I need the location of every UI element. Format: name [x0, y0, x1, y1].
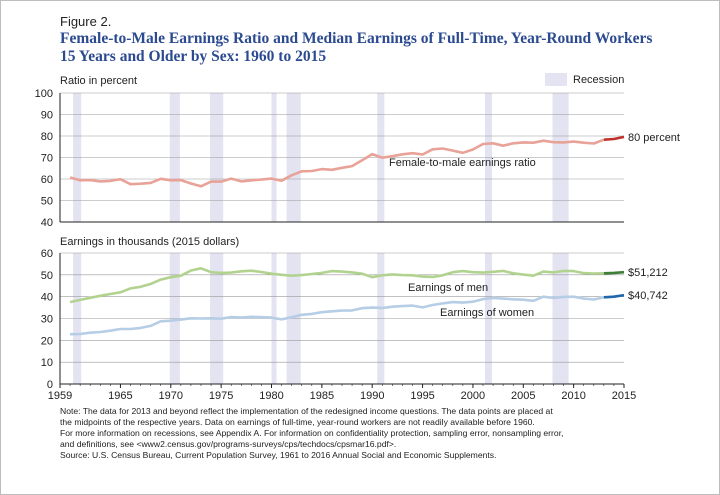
series-line-redesign	[603, 270, 625, 275]
note-source: Source: U.S. Census Bureau, Current Popu…	[60, 450, 497, 460]
x-tick-label: 1975	[209, 390, 233, 402]
x-tick-label: 2005	[511, 390, 535, 402]
x-tick-label: 2010	[561, 390, 585, 402]
y-tick-label: 40	[41, 292, 53, 304]
x-tick-label: 1995	[410, 390, 434, 402]
y-tick-label: 90	[41, 110, 53, 122]
legend-swatch	[545, 73, 567, 86]
notes: Note: The data for 2013 and beyond refle…	[60, 406, 700, 461]
series-line	[70, 295, 605, 336]
x-tick-label: 1970	[159, 390, 183, 402]
end-value-label: $40,742	[628, 290, 668, 302]
x-tick-label: 1959	[48, 390, 72, 402]
series-line-redesign	[603, 293, 625, 299]
y-tick-label: 40	[41, 217, 53, 229]
x-tick-label: 2015	[612, 390, 636, 402]
y-tick-label: 50	[41, 196, 53, 208]
x-tick-label: 1980	[259, 390, 283, 402]
x-tick-label: 2000	[461, 390, 485, 402]
panel-2	[59, 252, 625, 385]
y-tick-label: 70	[41, 153, 53, 165]
y-tick-label: 10	[41, 357, 53, 369]
y-tick-label: 60	[41, 248, 53, 260]
note-line1: Note: The data for 2013 and beyond refle…	[60, 406, 553, 416]
y-tick-label: 30	[41, 314, 53, 326]
end-value-label: $51,212	[628, 267, 668, 279]
y-tick-label: 100	[35, 88, 53, 100]
x-tick-label: 1990	[360, 390, 384, 402]
note-line3: For more information on recessions, see …	[60, 428, 564, 438]
x-tick-label: 1985	[310, 390, 334, 402]
legend-label: Recession	[573, 74, 624, 86]
y-tick-label: 0	[47, 379, 53, 391]
y-axis-title: Ratio in percent	[60, 75, 137, 87]
figure-title-line2: 15 Years and Older by Sex: 1960 to 2015	[60, 48, 327, 65]
note-line4: and definitions, see <www2.census.gov/pr…	[60, 439, 397, 449]
y-tick-label: 20	[41, 335, 53, 347]
panel-1	[59, 92, 625, 223]
figure-title-line1: Female-to-Male Earnings Ratio and Median…	[60, 30, 653, 47]
series-label: Female-to-male earnings ratio	[389, 157, 536, 169]
y-tick-label: 50	[41, 270, 53, 282]
y-tick-label: 80	[41, 131, 53, 143]
note-line2: the midpoints of the respective years. D…	[60, 417, 535, 427]
y-axis-title: Earnings in thousands (2015 dollars)	[60, 236, 239, 248]
end-value-label: 80 percent	[628, 132, 680, 144]
series-label: Earnings of women	[440, 307, 534, 319]
series-line	[69, 266, 604, 304]
x-tick-label: 1965	[108, 390, 132, 402]
series-line-redesign	[603, 135, 625, 141]
figure-title: Female-to-Male Earnings Ratio and Median…	[60, 30, 700, 66]
series-line	[69, 138, 605, 188]
series-label: Earnings of men	[408, 282, 488, 294]
figure-label: Figure 2.	[60, 14, 112, 29]
y-tick-label: 60	[41, 174, 53, 186]
